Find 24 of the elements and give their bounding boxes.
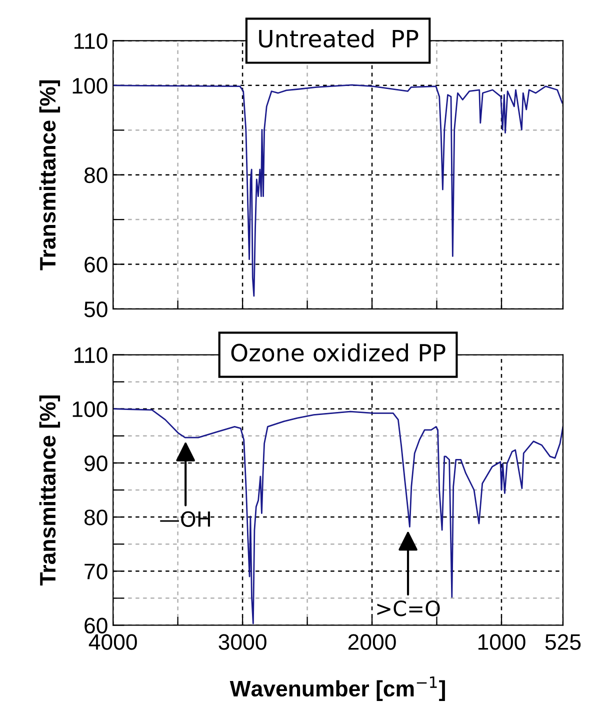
y-axis-title: Transmittance [%]	[39, 396, 60, 586]
x-tick-label: 525	[545, 634, 581, 650]
y-axis-title: Transmittance [%]	[39, 80, 60, 270]
y-tick-label: 60	[84, 256, 108, 273]
x-tick-label: 4000	[88, 634, 137, 650]
chart-title: Untreated PP	[259, 29, 418, 48]
x-tick-label: 1000	[478, 634, 526, 650]
x-tick-label: 3000	[218, 634, 266, 650]
line-series	[113, 84, 563, 297]
chart-title: Ozone oxidized PP	[231, 343, 446, 362]
y-tick-label: 60	[84, 618, 108, 634]
y-tick-label: 80	[84, 510, 108, 526]
y-tick-label: 100	[72, 401, 108, 418]
annotation: —OH	[160, 511, 210, 527]
y-tick-label: 110	[74, 347, 108, 364]
y-tick-label: 50	[84, 302, 108, 318]
x-axis-title: Wavenumber [cm$^{−1}$]	[230, 676, 445, 701]
y-tick-label: 100	[72, 78, 108, 94]
y-tick-label: 80	[84, 167, 108, 184]
y-tick-label: 70	[84, 564, 108, 580]
x-tick-label: 2000	[348, 634, 396, 650]
y-tick-label: 90	[84, 455, 108, 472]
y-tick-label: 110	[74, 33, 108, 49]
annotation: >C=O	[377, 600, 440, 616]
